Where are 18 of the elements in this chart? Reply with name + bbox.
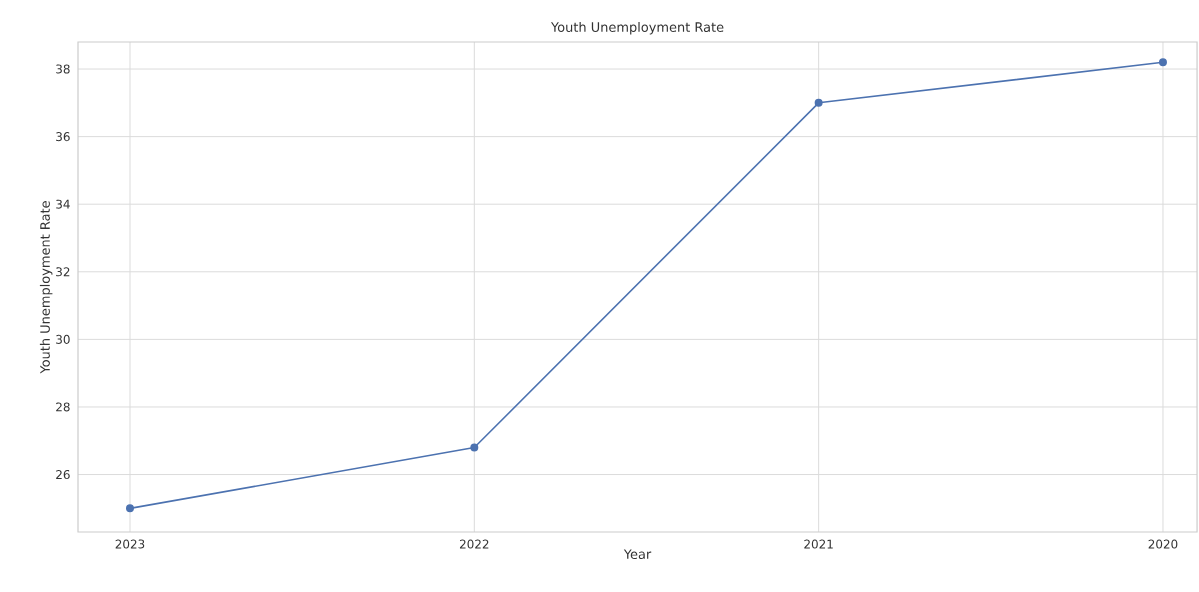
y-tick-label: 30 [56, 334, 70, 344]
y-tick-label: 26 [56, 470, 70, 480]
y-tick-label: 32 [56, 267, 70, 277]
y-tick-label: 38 [56, 64, 70, 74]
y-tick-label: 28 [56, 402, 70, 412]
point [1158, 58, 1167, 67]
chart-title: Youth Unemployment Rate [550, 21, 724, 35]
x-axis-title: Year [623, 549, 652, 560]
y-tick-label: 36 [56, 132, 70, 142]
x-tick-label: 2023 [115, 539, 145, 549]
point [814, 98, 823, 107]
point [470, 443, 479, 452]
y-tick-label: 34 [56, 199, 70, 209]
x-tick-label: 2021 [804, 539, 833, 549]
x-tick-label: 2022 [459, 539, 489, 549]
point [126, 504, 134, 513]
y-axis-title: Youth Unemployment Rate [39, 201, 53, 374]
x-tick-label: 2020 [1148, 539, 1178, 549]
